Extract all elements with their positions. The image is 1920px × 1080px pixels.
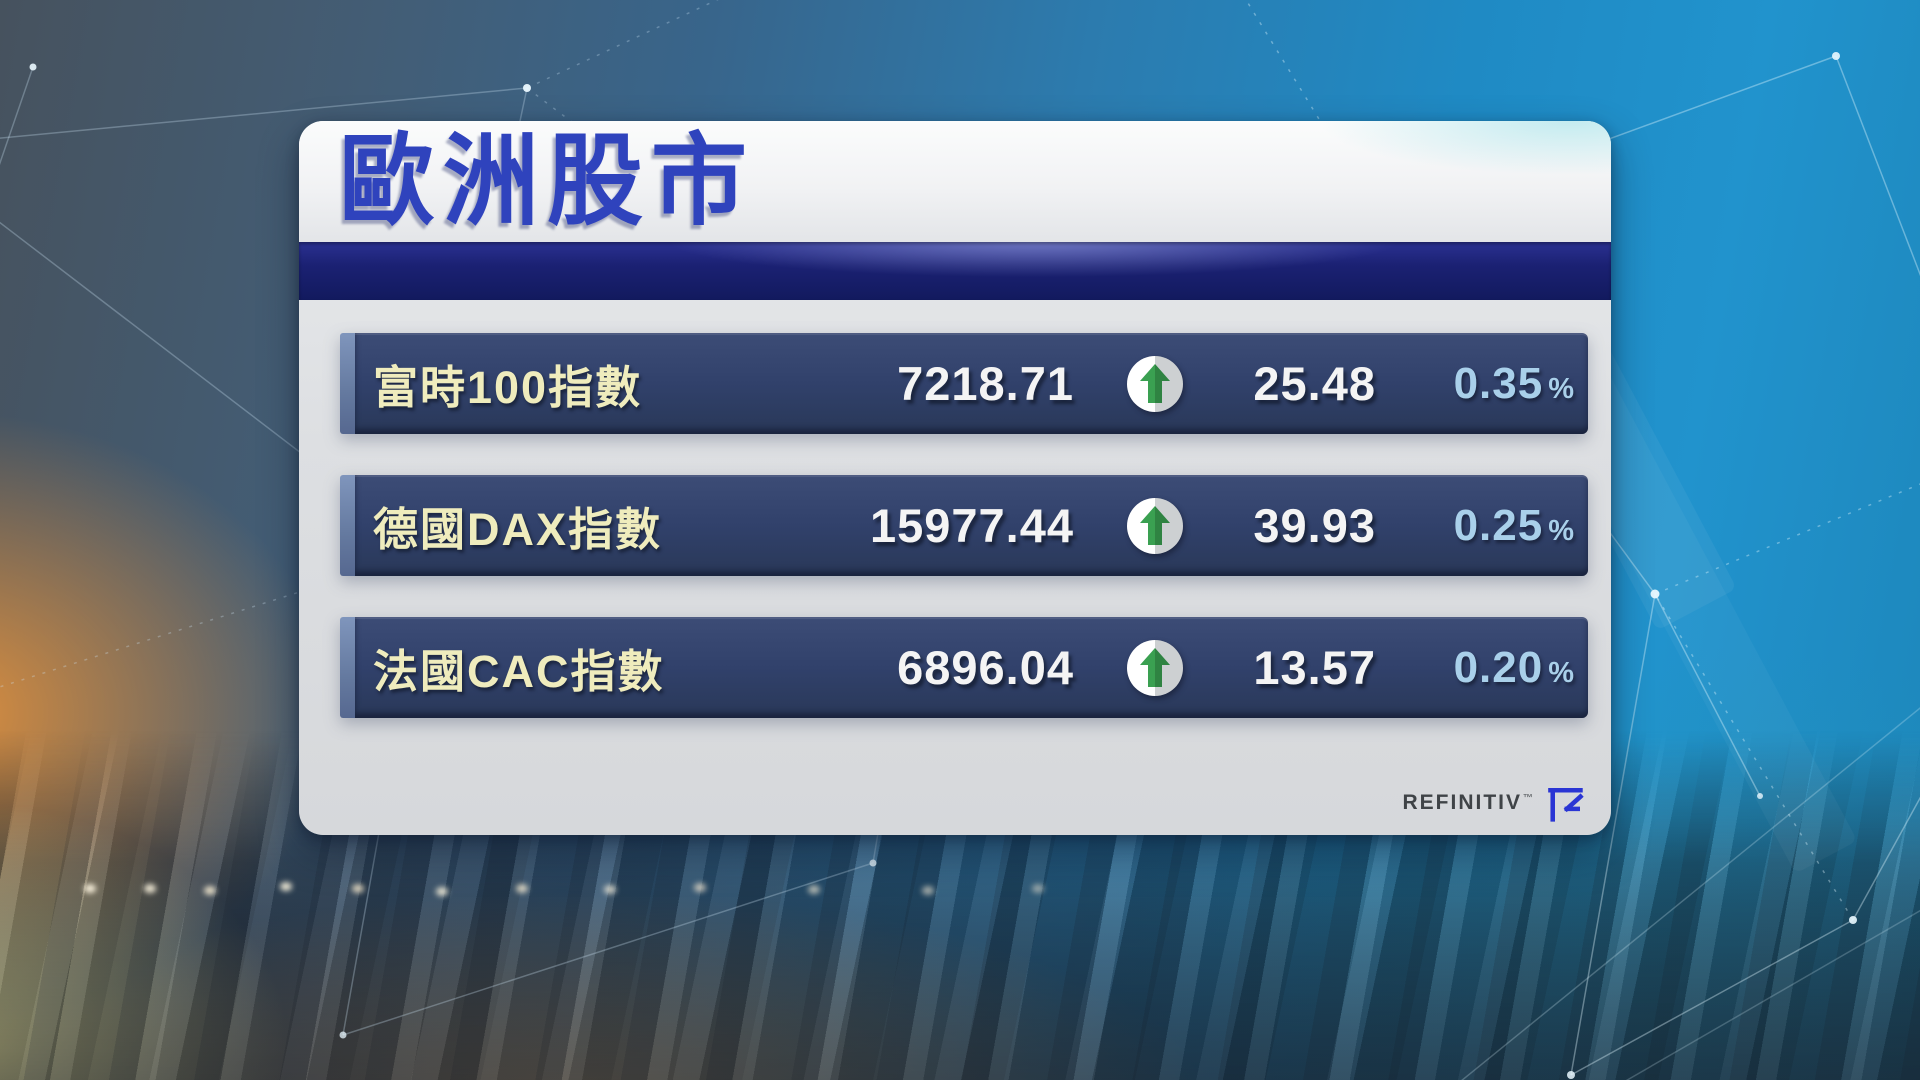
- percent-sign: %: [1548, 656, 1574, 689]
- table-row-cac: 法國CAC指數 6896.04 13.57 0.20%: [340, 617, 1588, 718]
- row-accent-strip: [340, 617, 355, 718]
- refinitiv-wordmark: REFINITIV™: [1402, 791, 1535, 814]
- up-arrow-icon: [1126, 639, 1184, 697]
- background-light-dots: [84, 884, 96, 893]
- index-percent: 0.20%: [1453, 642, 1574, 692]
- table-row-ftse100: 富時100指數 7218.71 25.48 0.35%: [340, 333, 1588, 434]
- percent-sign: %: [1548, 372, 1574, 405]
- index-change: 25.48: [1253, 357, 1376, 410]
- index-percent: 0.25%: [1453, 500, 1574, 550]
- row-accent-strip: [340, 333, 355, 434]
- up-arrow-icon: [1126, 355, 1184, 413]
- index-change: 13.57: [1253, 641, 1376, 694]
- title-band: 歐洲股市: [299, 121, 1611, 242]
- index-rows: 富時100指數 7218.71 25.48 0.35% 德國D: [299, 300, 1611, 718]
- index-name: 德國DAX指數: [373, 504, 663, 555]
- percent-sign: %: [1548, 514, 1574, 547]
- up-arrow-icon: [1126, 497, 1184, 555]
- trademark-symbol: ™: [1523, 793, 1535, 804]
- refinitiv-logo-icon: [1548, 788, 1584, 822]
- index-percent: 0.35%: [1453, 358, 1574, 408]
- index-value: 6896.04: [897, 641, 1074, 694]
- index-change: 39.93: [1253, 499, 1376, 552]
- index-value: 7218.71: [897, 357, 1074, 410]
- row-accent-strip: [340, 475, 355, 576]
- table-row-dax: 德國DAX指數 15977.44 39.93 0.25%: [340, 475, 1588, 576]
- index-name: 法國CAC指數: [373, 646, 665, 697]
- page-title: 歐洲股市: [339, 125, 755, 237]
- data-attribution: REFINITIV™: [1402, 783, 1585, 823]
- header-divider-bar: [299, 242, 1611, 300]
- market-data-panel: 歐洲股市 富時100指數 7218.71 25.48 0.35%: [299, 121, 1611, 835]
- index-value: 15977.44: [869, 499, 1074, 552]
- index-name: 富時100指數: [373, 362, 643, 413]
